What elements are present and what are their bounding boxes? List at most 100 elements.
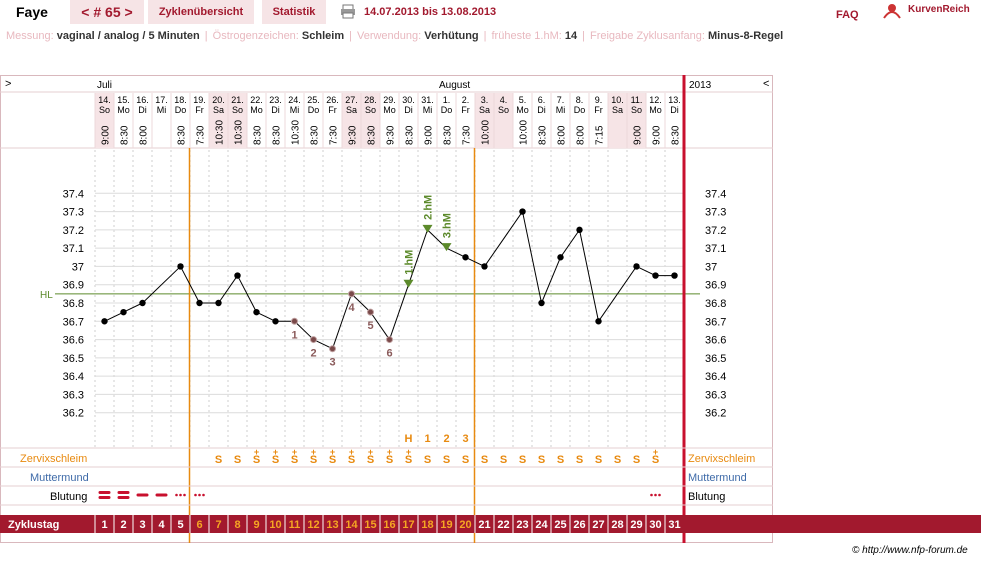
day-weekday: Di xyxy=(271,105,280,115)
measure-time: 10:30 xyxy=(291,120,302,145)
bleeding-mark-strong xyxy=(117,496,130,499)
temperature-segment xyxy=(389,284,409,340)
cervix-plus: + xyxy=(653,447,658,457)
info-value: vaginal / analog / 5 Minuten xyxy=(56,30,200,42)
day-date: 14. xyxy=(98,95,111,105)
info-value: Schleim xyxy=(301,30,345,42)
bleeding-mark-spot xyxy=(194,493,197,497)
y-tick-left: 37.4 xyxy=(63,188,84,200)
cycle-day-number: 5 xyxy=(177,519,183,531)
cervix-symbol: S xyxy=(538,454,545,466)
day-weekday: Fr xyxy=(328,105,337,115)
temperature-point-high xyxy=(403,279,414,288)
y-tick-left: 37.3 xyxy=(63,207,84,219)
day-weekday: Sa xyxy=(479,105,490,115)
tab-overview[interactable]: Zyklenübersicht xyxy=(148,0,254,24)
y-tick-left: 36.7 xyxy=(63,316,84,328)
temperature-segment xyxy=(294,320,314,340)
weekend-shade xyxy=(342,93,361,148)
weekend-shade xyxy=(475,93,494,148)
cervix-plus: + xyxy=(349,447,354,457)
weekend-shade xyxy=(627,93,646,148)
cycle-day-number: 24 xyxy=(535,519,548,531)
temperature-segment xyxy=(256,311,276,322)
cervix-plus: + xyxy=(387,447,392,457)
temperature-segment xyxy=(465,256,485,267)
cycle-day-number: 26 xyxy=(573,519,585,531)
day-weekday: Mo xyxy=(516,105,529,115)
bleeding-mark-spot xyxy=(654,493,657,497)
measure-time: 10:00 xyxy=(519,120,530,145)
day-weekday: So xyxy=(232,105,243,115)
measure-time: 10:30 xyxy=(234,120,245,145)
cervix-plus: + xyxy=(292,447,297,457)
high-count-label: 1.hM xyxy=(404,250,416,275)
printer-icon[interactable] xyxy=(340,4,356,19)
day-date: 16. xyxy=(136,95,149,105)
peak-label: H xyxy=(405,433,413,445)
y-tick-left: 36.3 xyxy=(63,389,84,401)
measure-time: 7:30 xyxy=(462,125,473,145)
temperature-point xyxy=(633,263,640,270)
temperature-point xyxy=(462,254,469,261)
date-range: 14.07.2013 bis 13.08.2013 xyxy=(364,6,497,18)
cycle-day-number: 1 xyxy=(101,519,107,531)
brand-name[interactable]: KurvenReich xyxy=(908,4,970,15)
day-date: 13. xyxy=(668,95,681,105)
day-date: 22. xyxy=(250,95,263,105)
temperature-segment xyxy=(332,293,352,349)
day-weekday: Fr xyxy=(461,105,470,115)
mumu-row-label: Muttermund xyxy=(30,472,89,484)
day-weekday: Mo xyxy=(117,105,130,115)
tab-statistics[interactable]: Statistik xyxy=(262,0,326,24)
cervix-symbol: S xyxy=(234,454,241,466)
day-date: 19. xyxy=(193,95,206,105)
faq-link[interactable]: FAQ xyxy=(836,9,859,21)
nav-right-button[interactable]: < xyxy=(763,78,769,90)
cervix-plus: + xyxy=(330,447,335,457)
day-date: 30. xyxy=(402,95,415,105)
day-date: 31. xyxy=(421,95,434,105)
measure-time: 8:30 xyxy=(367,125,378,145)
y-tick-right: 36.3 xyxy=(705,389,726,401)
cervix-symbol: S xyxy=(462,454,469,466)
temperature-segment xyxy=(313,339,333,350)
day-date: 8. xyxy=(576,95,584,105)
measure-time: 7:30 xyxy=(329,125,340,145)
y-tick-right: 37 xyxy=(705,261,717,273)
y-tick-right: 36.4 xyxy=(705,371,726,383)
cervix-symbol: S xyxy=(215,454,222,466)
measure-time: 7:30 xyxy=(196,125,207,145)
day-weekday: Di xyxy=(138,105,147,115)
day-weekday: So xyxy=(498,105,509,115)
day-date: 5. xyxy=(519,95,527,105)
day-date: 23. xyxy=(269,95,282,105)
bleeding-mark-spot xyxy=(183,493,186,497)
day-weekday: Di xyxy=(537,105,546,115)
cervix-plus: + xyxy=(273,447,278,457)
cycle-day-number: 10 xyxy=(269,519,281,531)
nav-left-button[interactable]: > xyxy=(5,78,11,90)
weekend-shade xyxy=(228,93,247,148)
temperature-segment xyxy=(408,229,428,285)
measure-time: 8:00 xyxy=(557,125,568,145)
cycle-day-number: 18 xyxy=(421,519,433,531)
cycle-nav[interactable]: < # 65 > xyxy=(70,0,144,24)
cervix-plus: + xyxy=(406,447,411,457)
cervix-symbol: S xyxy=(424,454,431,466)
day-date: 4. xyxy=(500,95,508,105)
temperature-point xyxy=(481,263,488,270)
day-date: 29. xyxy=(383,95,396,105)
day-date: 11. xyxy=(631,95,643,105)
bleeding-mark-medium xyxy=(155,493,168,497)
temperature-point-high xyxy=(422,224,433,233)
day-weekday: Mo xyxy=(250,105,263,115)
cervix-symbol: S xyxy=(557,454,564,466)
cycle-day-label: Zyklustag xyxy=(8,519,59,531)
temperature-point-low xyxy=(291,317,298,325)
info-separator: | xyxy=(349,30,352,42)
temperature-segment xyxy=(560,229,580,258)
info-value: Verhütung xyxy=(424,30,479,42)
y-tick-left: 36.6 xyxy=(63,335,84,347)
cycle-day-number: 23 xyxy=(516,519,528,531)
